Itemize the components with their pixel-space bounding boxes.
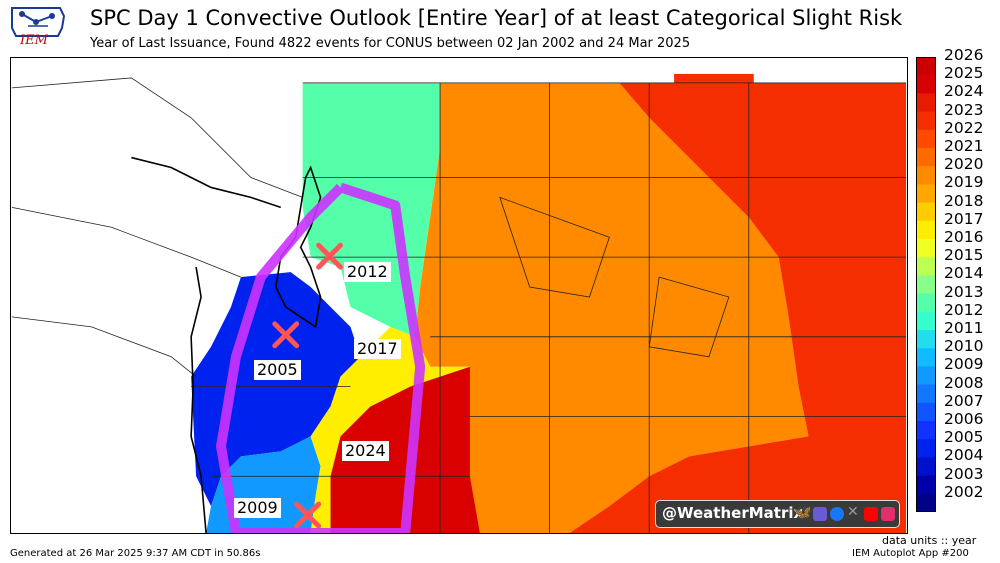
colorbar-label-2010: 2010	[944, 337, 984, 356]
chart-title: SPC Day 1 Convective Outlook [Entire Yea…	[90, 6, 903, 30]
instagram-icon[interactable]	[881, 507, 895, 521]
region-east-washington	[415, 82, 809, 533]
colorbar-label-2026: 2026	[944, 46, 984, 64]
app-label: IEM Autoplot App #200	[852, 548, 969, 559]
colorbar-label-2020: 2020	[944, 155, 984, 174]
colorbar-swatch-2006	[916, 421, 936, 440]
colorbar-label-2013: 2013	[944, 282, 984, 301]
mastodon-icon[interactable]	[813, 507, 827, 521]
chart-subtitle: Year of Last Issuance, Found 4822 events…	[90, 36, 691, 51]
colorbar-swatch-2002	[916, 493, 936, 512]
badge-handle[interactable]: @WeatherMatrix	[662, 504, 804, 522]
generated-timestamp: Generated at 26 Mar 2025 9:37 AM CDT in …	[10, 548, 261, 559]
colorbar-label-2014: 2014	[944, 264, 984, 283]
units-label: data units :: year	[882, 534, 977, 547]
county-boundaries	[11, 77, 907, 533]
colorbar	[916, 57, 936, 512]
colorbar-swatch-2021	[916, 148, 936, 167]
colorbar-label-2017: 2017	[944, 209, 984, 228]
marker-2012	[316, 242, 343, 270]
colorbar-label-2015: 2015	[944, 246, 984, 265]
colorbar-swatch-2024	[916, 93, 936, 113]
region-south-central-red	[330, 366, 480, 533]
colorbar-label-2007: 2007	[944, 391, 984, 410]
marker-2005	[272, 321, 300, 349]
colorbar-label-2025: 2025	[944, 64, 984, 83]
colorbar-swatch-2023	[916, 111, 936, 131]
colorbar-label-2012: 2012	[944, 300, 984, 319]
colorbar-swatch-2019	[916, 184, 936, 204]
colorbar-label-2018: 2018	[944, 191, 984, 210]
colorbar-label-2011: 2011	[944, 319, 984, 337]
colorbar-label-2004: 2004	[944, 446, 984, 465]
colorbar-swatch-2017	[916, 220, 936, 240]
region-northeast-corner	[569, 82, 907, 533]
colorbar-swatch-2022	[916, 129, 936, 149]
colorbar-label-2003: 2003	[944, 464, 984, 483]
colorbar-swatch-2020	[916, 166, 936, 185]
region-yellow-strip	[310, 326, 470, 533]
colorbar-swatch-2008	[916, 384, 936, 404]
region-coast-blue	[191, 272, 361, 507]
label-2012: 2012	[344, 262, 391, 282]
colorbar-swatch-2004	[916, 457, 936, 477]
colorbar-swatch-2005	[916, 439, 936, 458]
colorbar-label-2005: 2005	[944, 428, 984, 447]
colorbar-swatch-2009	[916, 366, 936, 386]
colorbar-label-2021: 2021	[944, 137, 984, 155]
label-2017: 2017	[354, 339, 401, 359]
marker-2009	[294, 501, 322, 529]
colorbar-label-2002: 2002	[944, 482, 984, 501]
colorbar-swatch-2016	[916, 239, 936, 258]
colorbar-swatch-2025	[916, 75, 936, 94]
colorbar-swatch-2018	[916, 202, 936, 222]
label-2005: 2005	[254, 360, 301, 380]
colorbar-swatch-2010	[916, 348, 936, 367]
region-northeast-strip	[674, 73, 754, 84]
logo-text: IEM	[20, 33, 48, 48]
colorbar-swatch-2014	[916, 275, 936, 295]
bluesky-icon[interactable]: 🦋	[794, 505, 812, 521]
colorbar-swatch-2011	[916, 330, 936, 349]
colorbar-label-2019: 2019	[944, 173, 984, 192]
facebook-icon[interactable]	[830, 507, 844, 521]
x-icon[interactable]: ✕	[847, 504, 859, 520]
colorbar-label-2006: 2006	[944, 410, 984, 428]
colorbar-swatch-2015	[916, 257, 936, 276]
colorbar-swatch-2013	[916, 293, 936, 313]
colorbar-label-2009: 2009	[944, 355, 984, 374]
colorbar-label-2024: 2024	[944, 82, 984, 101]
colorbar-swatch-2012	[916, 311, 936, 331]
colorbar-label-2008: 2008	[944, 373, 984, 392]
colorbar-label-2023: 2023	[944, 100, 984, 119]
highlight-outline	[216, 182, 426, 533]
iem-logo: IEM	[8, 6, 66, 48]
colorbar-label-2016: 2016	[944, 228, 984, 246]
coastline	[131, 156, 322, 533]
map-panel: 2012 2017 2005 2024 2009	[10, 57, 908, 534]
youtube-icon[interactable]	[864, 507, 878, 521]
colorbar-swatch-2003	[916, 475, 936, 495]
colorbar-label-2022: 2022	[944, 118, 984, 137]
label-2009: 2009	[234, 498, 281, 518]
colorbar-swatch-2007	[916, 402, 936, 422]
colorbar-swatch-2026	[916, 57, 936, 76]
label-2024: 2024	[342, 441, 389, 461]
event-markers	[272, 242, 343, 529]
weathermatrix-badge[interactable]: @WeatherMatrix 🦋 ✕	[655, 500, 900, 528]
